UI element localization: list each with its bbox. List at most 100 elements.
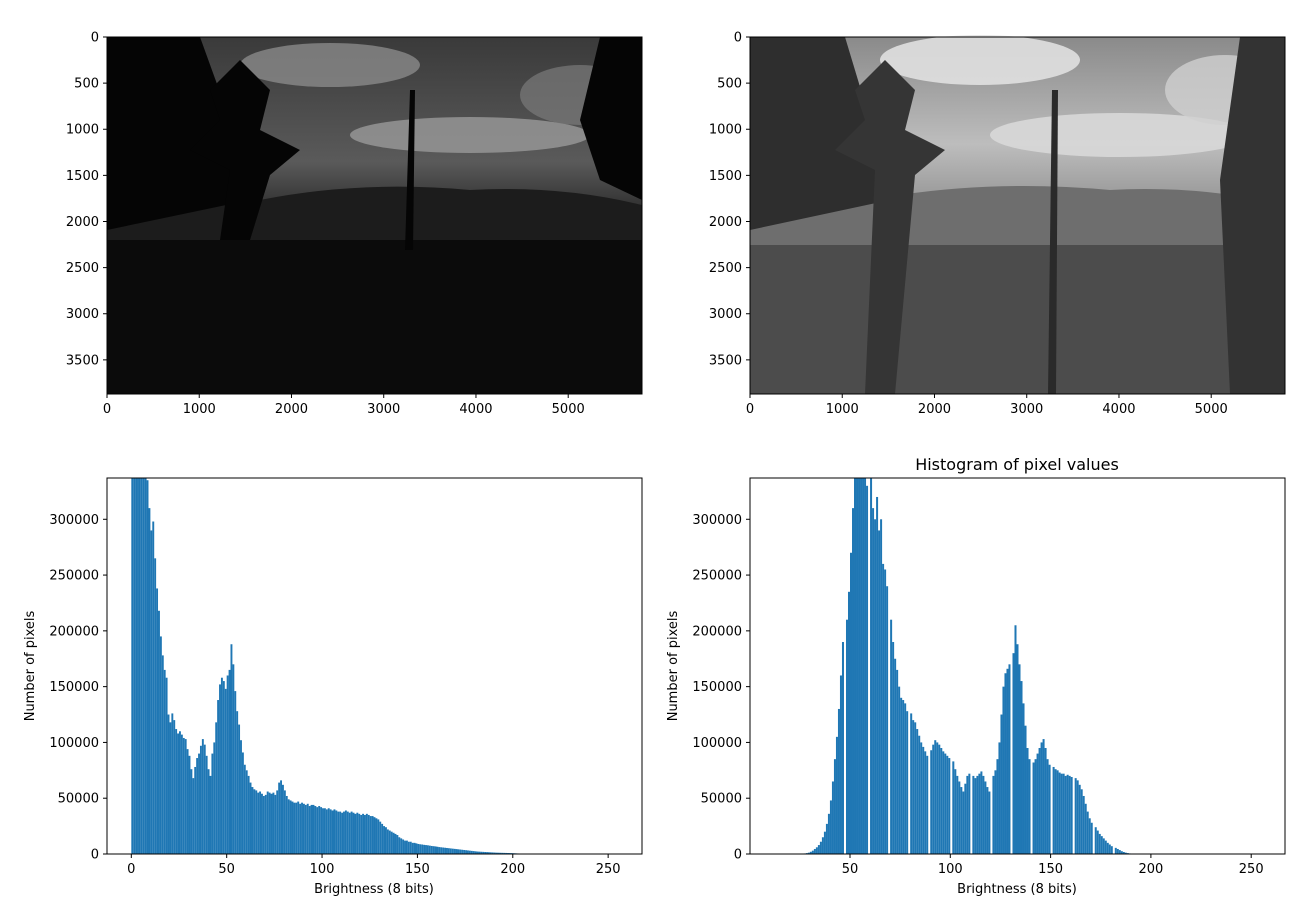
histogram-bar xyxy=(996,759,999,854)
photo-equalized xyxy=(750,35,1285,394)
histogram-bar xyxy=(423,844,426,854)
x-axis-ticks-equalized: 0 1000 2000 3000 4000 5000 xyxy=(746,394,1228,417)
histogram-bar xyxy=(405,840,408,854)
histogram-bar xyxy=(386,829,389,854)
histogram-bar xyxy=(1106,842,1109,854)
histogram-bar xyxy=(900,697,903,854)
histogram-bar xyxy=(934,740,937,854)
y-tick-label: 1000 xyxy=(66,123,99,138)
histogram-bar xyxy=(825,823,828,854)
x-axis-label-original: Brightness (8 bits) xyxy=(314,882,434,897)
histogram-bar xyxy=(331,810,334,854)
histogram-bar xyxy=(341,812,344,854)
histogram-bar xyxy=(940,748,943,854)
histogram-bar xyxy=(472,851,475,854)
histogram-bar xyxy=(852,508,855,854)
histogram-bar xyxy=(817,845,820,854)
histogram-bar xyxy=(962,791,965,854)
histogram-bar xyxy=(133,478,136,854)
y-tick-label: 1000 xyxy=(709,123,742,138)
x-tick-label: 0 xyxy=(746,402,754,417)
histogram-bar xyxy=(402,839,405,854)
histogram-bar xyxy=(428,845,431,854)
histogram-bar xyxy=(306,803,309,854)
histogram-panel-equalized: 50 100 150 200 250 0 50000 100000 150000 200000 2… xyxy=(666,455,1286,897)
histogram-bar xyxy=(180,734,183,854)
histogram-bar xyxy=(1054,769,1057,854)
histogram-bar xyxy=(377,819,380,854)
y-axis-ticks-original: 0 500 1000 1500 2000 2500 3000 3500 xyxy=(66,31,107,368)
histogram-bar xyxy=(1062,773,1065,854)
histogram-bar xyxy=(463,849,466,854)
histogram-bar xyxy=(837,708,840,854)
x-tick-label: 150 xyxy=(405,862,430,877)
histogram-bar xyxy=(982,775,985,854)
histogram-bar xyxy=(335,810,338,854)
y-tick-label: 3000 xyxy=(709,307,742,322)
histogram-bar xyxy=(972,775,975,854)
histogram-bar xyxy=(874,519,877,854)
histogram-bar xyxy=(884,569,887,854)
histogram-bar xyxy=(272,792,275,854)
histogram-bar xyxy=(259,791,262,854)
histogram-bar xyxy=(314,806,317,854)
histogram-bar xyxy=(1034,759,1037,854)
histogram-bar xyxy=(994,770,997,854)
histogram-bar xyxy=(1096,830,1099,854)
histogram-bar xyxy=(841,642,844,854)
histogram-bar xyxy=(198,753,200,854)
histogram-bar xyxy=(217,700,220,854)
histogram-bar xyxy=(407,841,410,854)
histogram-bar xyxy=(470,850,473,854)
histogram-bar xyxy=(350,811,353,854)
histogram-bar xyxy=(1022,703,1025,854)
y-tick-label: 300000 xyxy=(692,513,742,528)
histogram-bar xyxy=(829,800,832,854)
histogram-bar xyxy=(1098,833,1101,854)
histogram-bar xyxy=(486,852,488,854)
histogram-bar xyxy=(287,799,290,854)
histogram-bar xyxy=(434,846,437,854)
histogram-bar xyxy=(505,852,508,854)
histogram-bar xyxy=(409,841,412,854)
histogram-bar xyxy=(230,644,233,854)
x-tick-label: 150 xyxy=(1038,862,1063,877)
histogram-bar xyxy=(161,655,164,854)
histogram-bar xyxy=(966,775,969,854)
histogram-bar xyxy=(821,837,824,854)
histogram-bar xyxy=(1090,822,1093,854)
histogram-bar xyxy=(468,850,471,854)
histogram-bar xyxy=(243,764,246,854)
histogram-bar xyxy=(457,849,460,854)
histogram-bar xyxy=(896,669,899,854)
histogram-bar xyxy=(1074,778,1077,854)
y-tick-label: 0 xyxy=(734,31,742,46)
histogram-bar xyxy=(295,802,298,854)
histogram-bar xyxy=(823,831,826,854)
histogram-bar xyxy=(1110,846,1113,854)
x-tick-label: 0 xyxy=(103,402,111,417)
histogram-bar xyxy=(968,773,971,854)
histogram-bar xyxy=(1108,844,1111,854)
histogram-bar xyxy=(892,642,895,854)
x-tick-label: 50 xyxy=(218,862,235,877)
histogram-bar xyxy=(878,530,881,854)
histogram-bar xyxy=(339,811,342,854)
histogram-bar xyxy=(1048,764,1051,854)
histogram-bar xyxy=(503,852,506,854)
x-axis-ticks-hist-original: 0 50 100 150 200 250 xyxy=(127,854,621,877)
histogram-bar xyxy=(302,803,305,854)
histogram-bar xyxy=(245,770,248,854)
histogram-bar xyxy=(1026,748,1029,854)
histogram-bar xyxy=(438,847,441,854)
y-tick-label: 200000 xyxy=(49,624,99,639)
histogram-bar xyxy=(312,804,315,854)
histogram-bar xyxy=(138,478,141,854)
histogram-bar xyxy=(373,817,376,854)
histogram-bar xyxy=(411,842,414,854)
histogram-bar xyxy=(870,478,873,854)
histogram-bar xyxy=(388,830,391,854)
histogram-bar xyxy=(461,849,464,854)
histogram-bar xyxy=(266,791,269,854)
histogram-bars-original xyxy=(131,478,559,854)
